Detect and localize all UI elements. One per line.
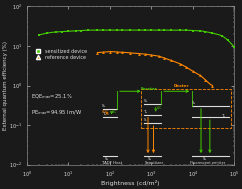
Legend: sensitized device, reference device: sensitized device, reference device bbox=[31, 47, 89, 62]
X-axis label: Brightness (cd/m²): Brightness (cd/m²) bbox=[101, 180, 160, 186]
Text: EQE$_{max}$=25.1%: EQE$_{max}$=25.1% bbox=[31, 92, 73, 101]
Y-axis label: External quantum efficiency (%): External quantum efficiency (%) bbox=[3, 41, 8, 130]
Text: PE$_{max}$=94.95 lm/W: PE$_{max}$=94.95 lm/W bbox=[31, 108, 82, 117]
